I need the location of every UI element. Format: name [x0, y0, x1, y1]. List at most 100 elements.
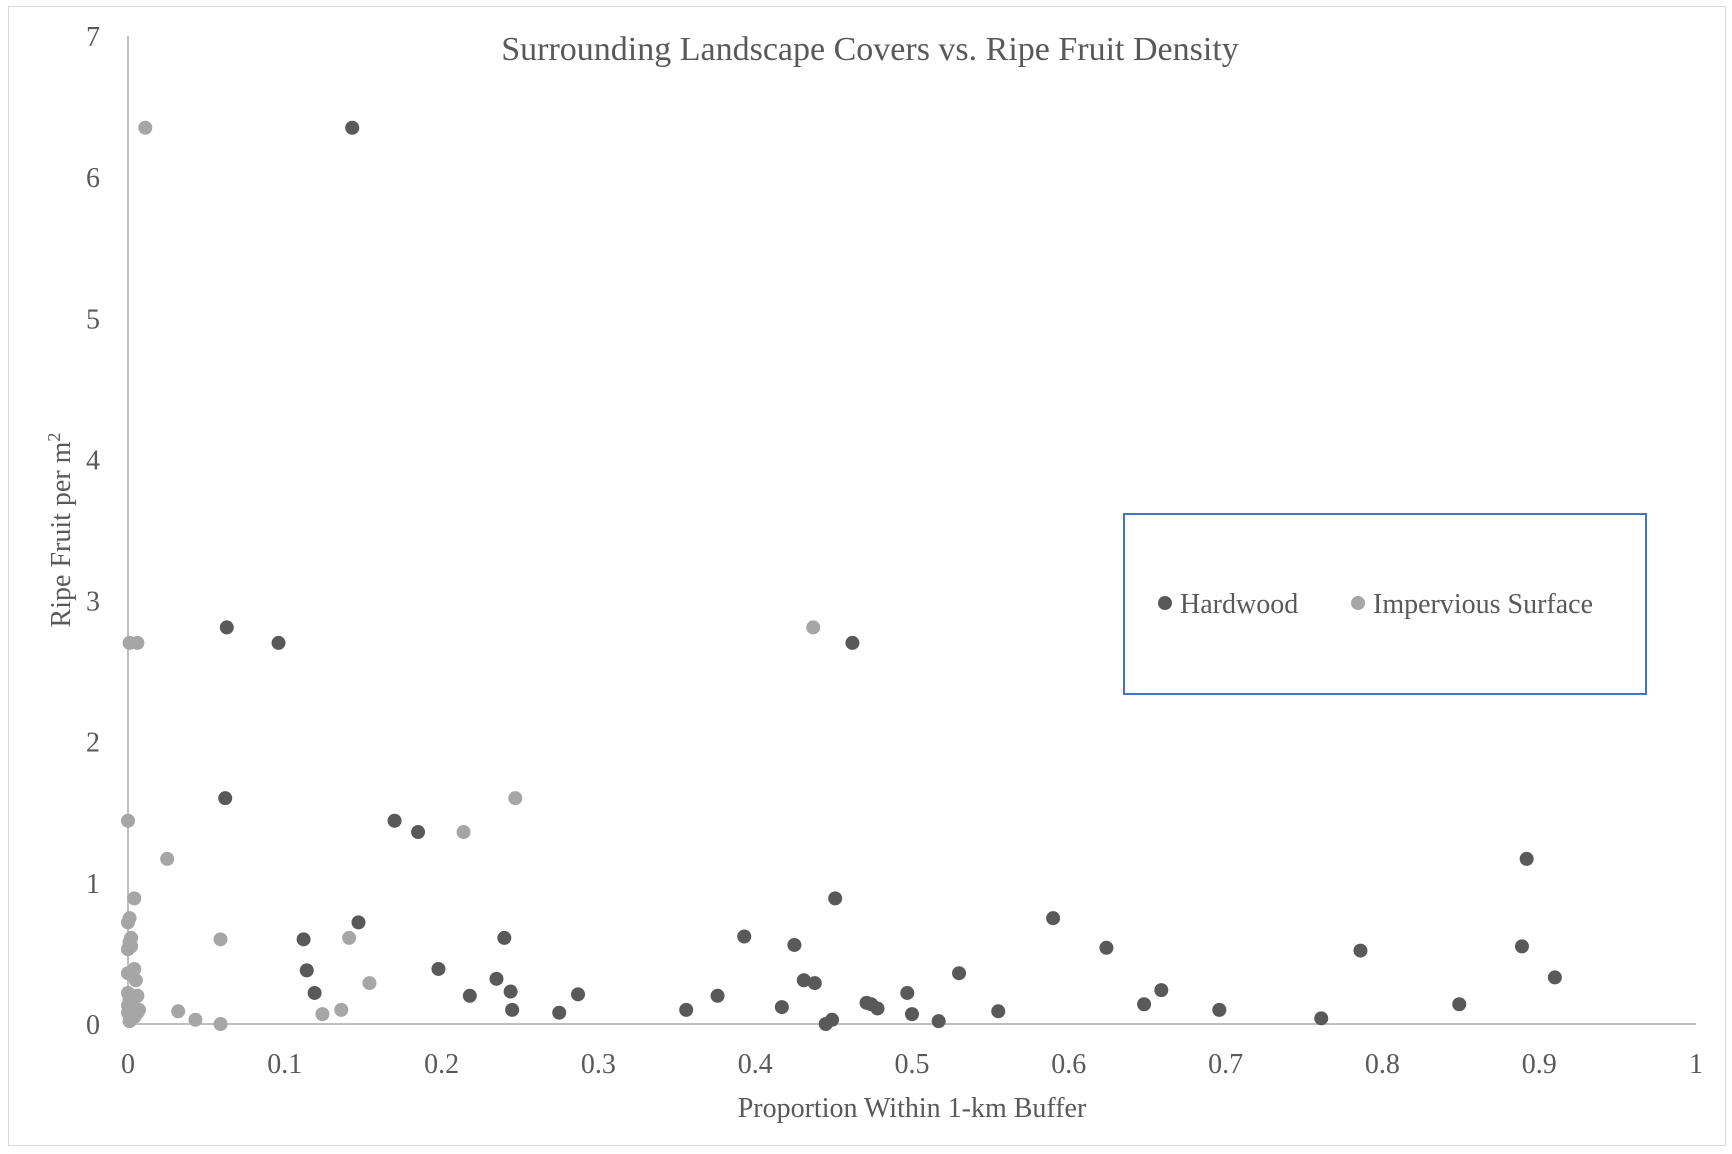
data-point — [387, 813, 402, 828]
data-point — [828, 891, 843, 906]
data-point — [362, 976, 377, 991]
data-point — [807, 976, 822, 991]
data-point — [870, 1001, 885, 1016]
legend-marker-impervious-surface — [1351, 596, 1365, 610]
data-point — [1519, 851, 1534, 866]
x-tick-label: 0.6 — [1051, 1049, 1086, 1080]
data-point — [796, 973, 811, 988]
data-point — [342, 930, 357, 945]
x-tick-label: 0.8 — [1365, 1049, 1400, 1080]
data-point — [271, 635, 286, 650]
series-hardwood — [218, 120, 1562, 1031]
x-tick-label: 0.9 — [1522, 1049, 1557, 1080]
data-point — [1154, 983, 1169, 998]
x-tick-label: 0.3 — [581, 1049, 616, 1080]
data-point — [171, 1004, 186, 1019]
data-point — [431, 961, 446, 976]
data-point — [489, 971, 504, 986]
data-point — [213, 1017, 228, 1031]
data-point — [351, 915, 366, 930]
data-point — [218, 791, 233, 806]
y-axis-title-main: Ripe Fruit per m — [46, 441, 77, 627]
data-point — [456, 825, 471, 840]
data-point — [900, 985, 915, 1000]
series-impervious-surface — [121, 120, 821, 1031]
x-tick-label: 0.1 — [267, 1049, 302, 1080]
y-tick-label: 7 — [86, 22, 100, 53]
data-point — [787, 937, 802, 952]
data-point — [905, 1007, 919, 1022]
data-point — [806, 620, 821, 635]
data-point — [497, 930, 512, 945]
x-tick-label: 0 — [121, 1049, 135, 1080]
data-point — [219, 620, 234, 635]
data-point — [503, 984, 518, 999]
chart-frame — [8, 6, 1726, 1146]
y-tick-label: 4 — [86, 445, 100, 476]
data-point — [299, 963, 314, 978]
legend-label-impervious-surface: Impervious Surface — [1373, 589, 1593, 620]
legend-marker-hardwood — [1158, 596, 1172, 610]
data-point — [552, 1005, 567, 1020]
data-point — [121, 942, 135, 957]
data-point — [121, 915, 135, 930]
x-tick-label: 0.4 — [738, 1049, 773, 1080]
data-point — [127, 891, 142, 906]
data-point — [1547, 970, 1562, 985]
x-tick-label: 0.7 — [1208, 1049, 1243, 1080]
data-point — [737, 929, 752, 944]
y-tick-label: 0 — [86, 1010, 100, 1041]
data-point — [845, 635, 860, 650]
legend-box — [1123, 513, 1647, 695]
data-point — [462, 988, 477, 1003]
data-point — [1452, 997, 1467, 1012]
data-point — [1353, 943, 1368, 958]
data-points — [121, 120, 1562, 1031]
data-point — [307, 985, 322, 1000]
data-point — [774, 1000, 789, 1015]
x-tick-labels: 0 0.1 0.2 0.3 0.4 0.5 0.6 0.7 0.8 0.9 1 — [121, 1049, 1703, 1080]
data-point — [1046, 911, 1061, 926]
y-tick-label: 1 — [86, 869, 100, 900]
data-point — [710, 988, 725, 1003]
data-point — [411, 825, 426, 840]
x-tick-label: 1 — [1689, 1049, 1703, 1080]
data-point — [122, 1014, 137, 1029]
x-axis-title: Proportion Within 1-km Buffer — [738, 1093, 1087, 1124]
data-point — [334, 1002, 349, 1017]
data-point — [825, 1012, 840, 1027]
data-point — [315, 1007, 330, 1022]
data-point — [1314, 1011, 1329, 1026]
y-tick-label: 2 — [86, 728, 100, 759]
y-tick-label: 3 — [86, 587, 100, 618]
data-point — [138, 120, 153, 135]
data-point — [991, 1004, 1006, 1019]
y-axis-title: Ripe Fruit per m2 — [44, 433, 77, 628]
data-point — [571, 987, 586, 1002]
data-point — [931, 1014, 946, 1029]
legend-label-hardwood: Hardwood — [1180, 589, 1298, 620]
data-point — [1514, 939, 1529, 954]
data-point — [505, 1002, 520, 1017]
x-tick-label: 0.2 — [424, 1049, 459, 1080]
chart-title: Surrounding Landscape Covers vs. Ripe Fr… — [501, 31, 1239, 68]
data-point — [130, 635, 145, 650]
data-point — [952, 966, 967, 981]
data-point — [345, 120, 360, 135]
data-point — [121, 813, 135, 828]
data-point — [508, 791, 523, 806]
x-tick-label: 0.5 — [895, 1049, 930, 1080]
data-point — [213, 932, 228, 947]
y-axis-title-superscript: 2 — [44, 433, 64, 442]
y-tick-label: 5 — [86, 304, 100, 335]
data-point — [1099, 940, 1114, 955]
data-point — [188, 1012, 203, 1027]
data-point — [1212, 1002, 1227, 1017]
legend: Hardwood Impervious Surface — [1123, 513, 1647, 695]
data-point — [1137, 997, 1152, 1012]
y-tick-labels: 0 1 2 3 4 5 6 7 — [86, 22, 100, 1041]
data-point — [296, 932, 311, 947]
data-point — [128, 973, 143, 988]
data-point — [679, 1002, 694, 1017]
